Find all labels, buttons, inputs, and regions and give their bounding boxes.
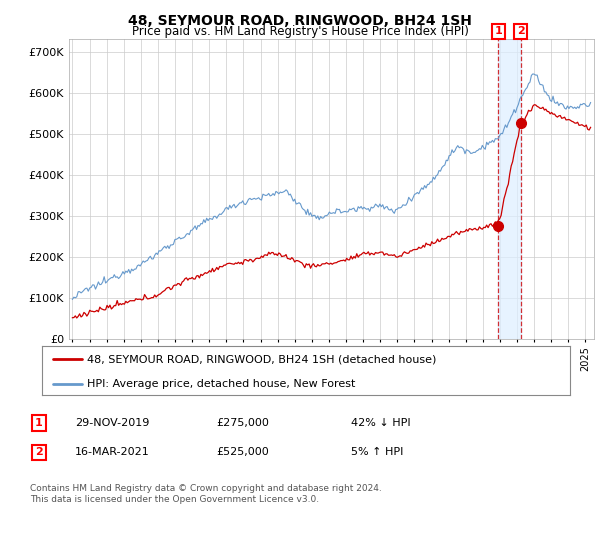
- Text: £525,000: £525,000: [216, 447, 269, 458]
- Text: Contains HM Land Registry data © Crown copyright and database right 2024.
This d: Contains HM Land Registry data © Crown c…: [30, 484, 382, 504]
- Text: 1: 1: [35, 418, 43, 428]
- Bar: [499, 39, 521, 339]
- Text: 48, SEYMOUR ROAD, RINGWOOD, BH24 1SH (detached house): 48, SEYMOUR ROAD, RINGWOOD, BH24 1SH (de…: [87, 354, 436, 365]
- Text: 42% ↓ HPI: 42% ↓ HPI: [351, 418, 410, 428]
- Text: 5% ↑ HPI: 5% ↑ HPI: [351, 447, 403, 458]
- Text: £275,000: £275,000: [216, 418, 269, 428]
- Text: Price paid vs. HM Land Registry's House Price Index (HPI): Price paid vs. HM Land Registry's House …: [131, 25, 469, 38]
- Text: 29-NOV-2019: 29-NOV-2019: [75, 418, 149, 428]
- Text: 48, SEYMOUR ROAD, RINGWOOD, BH24 1SH: 48, SEYMOUR ROAD, RINGWOOD, BH24 1SH: [128, 14, 472, 28]
- Text: 16-MAR-2021: 16-MAR-2021: [75, 447, 150, 458]
- Text: 1: 1: [494, 26, 502, 36]
- Text: 2: 2: [35, 447, 43, 458]
- Text: 2: 2: [517, 26, 524, 36]
- Text: HPI: Average price, detached house, New Forest: HPI: Average price, detached house, New …: [87, 379, 355, 389]
